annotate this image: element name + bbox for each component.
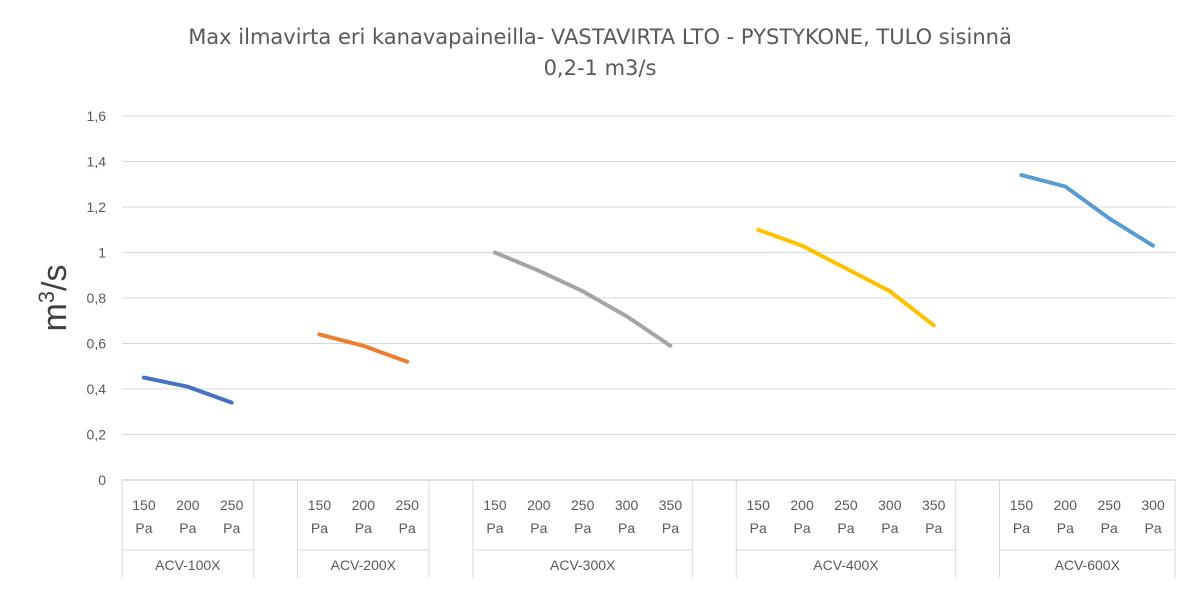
x-tick-label-value: 200: [1054, 497, 1078, 513]
x-tick-label-value: 150: [483, 497, 507, 513]
x-tick-label-value: 250: [1098, 497, 1122, 513]
y-tick-label: 0,4: [87, 381, 107, 397]
x-tick-label-value: 300: [615, 497, 639, 513]
x-tick-label-unit: Pa: [399, 520, 416, 536]
x-group-label: ACV-600X: [1055, 557, 1121, 573]
x-tick-label-unit: Pa: [1145, 520, 1162, 536]
x-group-label: ACV-200X: [331, 557, 397, 573]
x-tick-label-value: 200: [527, 497, 551, 513]
x-tick-label-unit: Pa: [574, 520, 591, 536]
y-tick-label: 0: [98, 472, 106, 488]
x-tick-label-value: 250: [834, 497, 858, 513]
y-tick-label: 1: [98, 245, 106, 261]
y-tick-label: 1,6: [87, 108, 107, 124]
series-line-acv-600x: [1019, 173, 1156, 248]
x-axis: 150 Pa 200 Pa 250 Pa ACV-100X 150 Pa 200 Pa 250 Pa AC…: [121, 480, 1176, 578]
x-tick-label-value: 300: [878, 497, 902, 513]
x-tick-label-value: 150: [308, 497, 332, 513]
x-tick-label-unit: Pa: [662, 520, 679, 536]
x-tick-label-value: 250: [571, 497, 595, 513]
series-line-acv-300x: [492, 250, 673, 348]
x-tick-label-value: 200: [176, 497, 200, 513]
x-tick-label-value: 200: [790, 497, 814, 513]
y-tick-label: 1,4: [87, 154, 107, 170]
y-axis-label-superscript: 3: [34, 291, 59, 303]
x-tick-label-unit: Pa: [179, 520, 196, 536]
series-line-acv-400x: [756, 227, 936, 328]
x-tick-label-unit: Pa: [837, 520, 854, 536]
x-tick-label-value: 250: [396, 497, 420, 513]
y-tick-label: 0,2: [87, 427, 107, 443]
chart-title-line-2: 0,2-1 m3/s: [543, 56, 657, 80]
x-tick-label-unit: Pa: [1057, 520, 1074, 536]
x-tick-label-value: 250: [220, 497, 244, 513]
x-tick-label-unit: Pa: [311, 520, 328, 536]
series-line-acv-200x: [317, 332, 410, 364]
x-tick-label-unit: Pa: [486, 520, 503, 536]
x-tick-label-unit: Pa: [1013, 520, 1030, 536]
x-tick-label-value: 150: [1010, 497, 1034, 513]
x-tick-label-unit: Pa: [618, 520, 635, 536]
x-tick-label-unit: Pa: [530, 520, 547, 536]
x-group-label: ACV-100X: [155, 557, 221, 573]
x-tick-label-unit: Pa: [1101, 520, 1118, 536]
x-tick-label-unit: Pa: [881, 520, 898, 536]
x-tick-label-value: 150: [132, 497, 156, 513]
x-tick-label-value: 350: [659, 497, 683, 513]
x-tick-label-unit: Pa: [794, 520, 811, 536]
gridlines: [122, 115, 1175, 481]
x-group-label: ACV-300X: [550, 557, 616, 573]
series-lines: [141, 173, 1156, 405]
chart-title: Max ilmavirta eri kanavapaineilla- VASTA…: [0, 22, 1200, 84]
x-tick-label-unit: Pa: [223, 520, 240, 536]
x-tick-label-unit: Pa: [750, 520, 767, 536]
x-group-label: ACV-400X: [813, 557, 879, 573]
series-line-acv-100x: [141, 375, 234, 405]
y-tick-label: 0,8: [87, 290, 107, 306]
x-tick-label-unit: Pa: [925, 520, 942, 536]
x-tick-label-value: 150: [747, 497, 771, 513]
y-axis-ticks: 0 0,2 0,4 0,6 0,8 1 1,2 1,4 1,6: [87, 108, 107, 488]
x-tick-label-value: 200: [352, 497, 376, 513]
y-axis-label-base: m: [36, 303, 74, 331]
x-tick-label-unit: Pa: [135, 520, 152, 536]
x-tick-label-value: 300: [1141, 497, 1165, 513]
x-tick-label-value: 350: [922, 497, 946, 513]
chart-title-line-1: Max ilmavirta eri kanavapaineilla- VASTA…: [188, 25, 1012, 49]
y-tick-label: 1,2: [87, 199, 107, 215]
y-axis-label-rest: /s: [36, 264, 74, 290]
y-axis-label: m3/s: [34, 264, 74, 331]
y-tick-label: 0,6: [87, 336, 107, 352]
x-tick-label-unit: Pa: [355, 520, 372, 536]
